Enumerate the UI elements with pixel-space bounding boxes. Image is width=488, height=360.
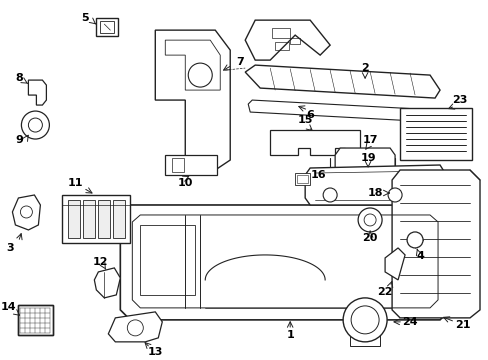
Text: 19: 19 — [360, 153, 375, 163]
Text: 16: 16 — [310, 170, 325, 180]
Text: 11: 11 — [67, 178, 83, 188]
Text: 1: 1 — [285, 330, 293, 340]
Polygon shape — [385, 248, 404, 280]
Text: 15: 15 — [297, 115, 312, 125]
Circle shape — [350, 306, 378, 334]
Polygon shape — [12, 195, 41, 230]
Text: 17: 17 — [362, 135, 377, 145]
Text: 5: 5 — [81, 13, 89, 23]
Bar — [289, 38, 300, 44]
Text: 23: 23 — [451, 95, 467, 105]
Text: 24: 24 — [402, 317, 417, 327]
Text: 13: 13 — [147, 347, 163, 357]
Text: 18: 18 — [366, 188, 382, 198]
Bar — [275, 42, 288, 50]
Polygon shape — [155, 30, 230, 170]
Bar — [100, 21, 114, 33]
Circle shape — [357, 208, 381, 232]
Text: 7: 7 — [236, 57, 244, 67]
Polygon shape — [94, 268, 120, 298]
Circle shape — [127, 320, 143, 336]
Polygon shape — [28, 80, 46, 105]
Bar — [165, 155, 217, 175]
Polygon shape — [108, 312, 162, 342]
Bar — [295, 173, 309, 185]
Text: 10: 10 — [177, 178, 193, 188]
Polygon shape — [244, 20, 329, 60]
Circle shape — [28, 118, 42, 132]
Bar — [399, 108, 471, 160]
Bar — [297, 175, 307, 183]
Text: 20: 20 — [362, 233, 377, 243]
Polygon shape — [391, 170, 479, 318]
Circle shape — [323, 188, 336, 202]
Bar — [96, 18, 118, 36]
Text: 12: 12 — [92, 257, 108, 267]
Circle shape — [387, 188, 401, 202]
Text: 22: 22 — [377, 287, 392, 297]
Bar — [349, 328, 379, 346]
Text: 2: 2 — [361, 63, 368, 73]
Bar — [83, 200, 95, 238]
Bar — [19, 305, 53, 335]
Text: 4: 4 — [415, 251, 423, 261]
Circle shape — [406, 232, 422, 248]
Circle shape — [188, 63, 212, 87]
Bar — [272, 28, 289, 38]
Bar — [113, 200, 125, 238]
Circle shape — [364, 214, 375, 226]
Polygon shape — [248, 100, 439, 122]
Text: 6: 6 — [305, 110, 313, 120]
Bar — [19, 305, 53, 335]
Polygon shape — [270, 130, 359, 155]
Bar — [140, 225, 195, 295]
Text: 8: 8 — [16, 73, 23, 83]
Polygon shape — [120, 205, 449, 320]
Circle shape — [21, 111, 49, 139]
Polygon shape — [305, 165, 444, 205]
Text: 3: 3 — [7, 243, 14, 253]
Bar — [98, 200, 110, 238]
Circle shape — [20, 206, 32, 218]
Polygon shape — [334, 148, 394, 175]
Text: 9: 9 — [16, 135, 23, 145]
Circle shape — [343, 298, 386, 342]
Polygon shape — [244, 65, 439, 98]
Text: 14: 14 — [0, 302, 16, 312]
Text: 21: 21 — [454, 320, 470, 330]
Bar — [68, 200, 80, 238]
Bar — [62, 195, 130, 243]
Bar — [172, 158, 184, 172]
